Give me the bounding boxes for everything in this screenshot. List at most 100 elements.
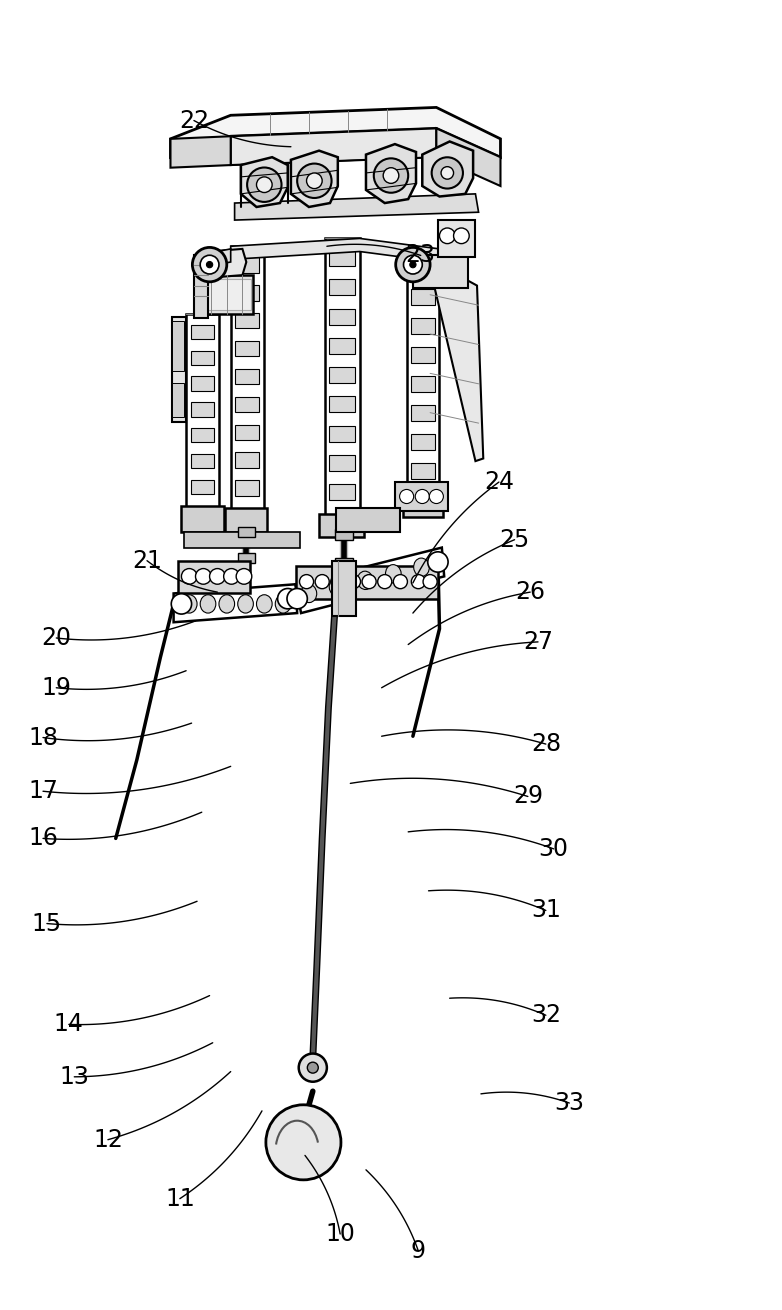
Circle shape	[374, 159, 408, 193]
Text: 16: 16	[28, 827, 58, 850]
Bar	[403, 491, 443, 517]
Bar	[438, 220, 475, 257]
Circle shape	[404, 255, 422, 274]
Polygon shape	[235, 194, 479, 220]
Circle shape	[256, 177, 272, 193]
Bar	[411, 405, 435, 422]
Circle shape	[415, 490, 429, 503]
Bar	[411, 464, 435, 479]
Bar	[194, 255, 208, 318]
Circle shape	[362, 575, 376, 588]
Polygon shape	[202, 249, 246, 278]
Text: 21: 21	[132, 549, 162, 572]
Circle shape	[181, 569, 197, 584]
Ellipse shape	[386, 565, 401, 583]
Text: 28: 28	[531, 732, 561, 756]
Bar	[231, 246, 264, 511]
Ellipse shape	[219, 595, 235, 613]
Bar	[411, 435, 435, 451]
Circle shape	[210, 569, 225, 584]
Circle shape	[393, 575, 407, 588]
Text: 12: 12	[93, 1128, 123, 1151]
Polygon shape	[422, 141, 473, 196]
Polygon shape	[291, 151, 338, 207]
Bar	[184, 532, 300, 548]
Circle shape	[206, 262, 213, 267]
Polygon shape	[296, 548, 444, 613]
Circle shape	[429, 490, 443, 503]
Bar	[225, 508, 267, 532]
Circle shape	[307, 1062, 318, 1073]
Bar	[329, 426, 355, 441]
Text: 10: 10	[325, 1222, 355, 1246]
Bar	[411, 290, 435, 305]
Ellipse shape	[238, 595, 253, 613]
Circle shape	[171, 593, 192, 614]
Circle shape	[278, 588, 298, 609]
Circle shape	[315, 575, 329, 588]
Circle shape	[383, 168, 399, 183]
Ellipse shape	[275, 595, 291, 613]
Circle shape	[299, 1053, 327, 1082]
Bar	[172, 321, 184, 371]
Ellipse shape	[301, 584, 317, 603]
Text: 26: 26	[515, 580, 545, 604]
Bar	[413, 255, 468, 288]
Circle shape	[439, 228, 455, 244]
Circle shape	[410, 262, 416, 267]
Bar	[235, 313, 259, 329]
Bar	[191, 325, 214, 339]
Bar	[199, 279, 251, 310]
Circle shape	[396, 248, 430, 282]
Bar	[319, 514, 364, 537]
Bar	[325, 238, 360, 516]
Bar	[329, 455, 355, 470]
Text: 22: 22	[179, 109, 209, 132]
Bar	[411, 318, 435, 334]
Text: 24: 24	[484, 470, 514, 494]
Polygon shape	[429, 262, 483, 461]
Bar	[181, 506, 224, 532]
Ellipse shape	[181, 595, 197, 613]
Circle shape	[192, 248, 227, 282]
Polygon shape	[170, 107, 500, 157]
Circle shape	[331, 575, 345, 588]
Polygon shape	[231, 128, 436, 165]
Polygon shape	[174, 584, 297, 622]
Polygon shape	[231, 238, 439, 262]
Bar	[329, 367, 355, 383]
Circle shape	[300, 575, 314, 588]
Bar	[197, 275, 253, 314]
Text: 23: 23	[406, 244, 436, 267]
Polygon shape	[241, 157, 288, 207]
Text: 29: 29	[513, 785, 543, 808]
Bar	[332, 561, 356, 616]
Circle shape	[432, 157, 463, 189]
Text: 27: 27	[523, 630, 553, 654]
Bar	[329, 309, 355, 325]
Bar	[329, 338, 355, 354]
Text: 32: 32	[531, 1003, 561, 1027]
Text: 17: 17	[28, 779, 58, 803]
Bar	[235, 452, 259, 468]
Bar	[186, 314, 219, 508]
Bar	[191, 376, 214, 390]
Text: 14: 14	[54, 1013, 84, 1036]
Circle shape	[307, 173, 322, 189]
Bar	[191, 455, 214, 468]
Circle shape	[287, 588, 307, 609]
Ellipse shape	[329, 578, 345, 596]
Text: 15: 15	[32, 912, 62, 935]
Bar	[235, 481, 259, 495]
Ellipse shape	[357, 571, 373, 590]
Bar	[296, 566, 438, 599]
Circle shape	[224, 569, 239, 584]
Bar	[191, 428, 214, 443]
Bar	[178, 561, 250, 593]
Bar	[238, 527, 255, 537]
Circle shape	[400, 490, 414, 503]
Bar	[235, 369, 259, 384]
Circle shape	[196, 569, 211, 584]
Text: 9: 9	[411, 1239, 426, 1263]
Ellipse shape	[256, 595, 272, 613]
